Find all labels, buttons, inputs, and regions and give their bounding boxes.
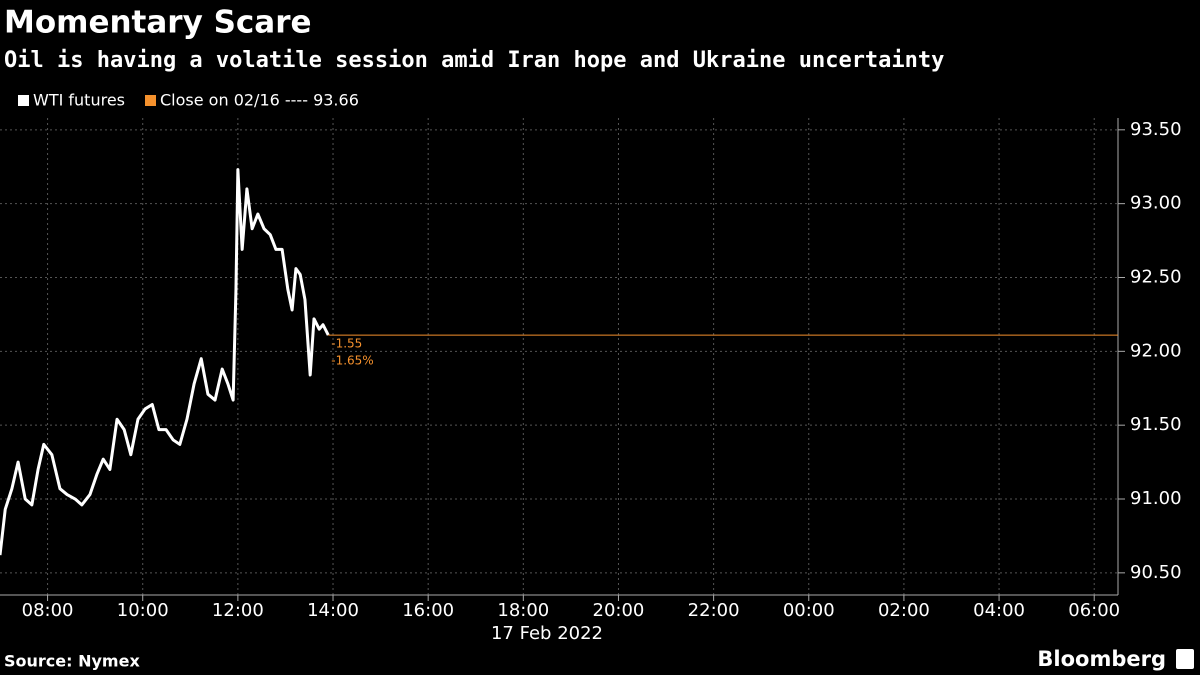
brand: Bloomberg [1037, 647, 1166, 671]
legend-label: WTI futures [33, 91, 125, 110]
x-tick-label: 16:00 [402, 600, 454, 621]
legend-swatch [145, 95, 156, 106]
price-line [0, 168, 330, 556]
x-tick-label: 18:00 [497, 600, 549, 621]
x-tick-label: 20:00 [593, 600, 645, 621]
chart-title: Momentary Scare [4, 5, 312, 41]
source: Source: Nymex [4, 652, 140, 671]
date-label: 17 Feb 2022 [491, 623, 603, 644]
annotation: -1.65% [331, 354, 373, 368]
chart-subtitle: Oil is having a volatile session amid Ir… [4, 48, 944, 73]
x-tick-label: 14:00 [307, 600, 359, 621]
brand-icon [1176, 649, 1194, 669]
y-tick-label: 91.00 [1130, 488, 1182, 509]
x-tick-label: 06:00 [1068, 600, 1120, 621]
annotation: -1.55 [331, 337, 362, 351]
y-tick-label: 92.50 [1130, 266, 1182, 287]
x-tick-label: 02:00 [878, 600, 930, 621]
x-tick-label: 12:00 [212, 600, 264, 621]
legend-swatch [18, 95, 29, 106]
x-tick-label: 08:00 [22, 600, 74, 621]
x-tick-label: 04:00 [973, 600, 1025, 621]
y-tick-label: 91.50 [1130, 414, 1182, 435]
y-tick-label: 93.00 [1130, 193, 1182, 214]
x-tick-label: 00:00 [783, 600, 835, 621]
y-tick-label: 90.50 [1130, 562, 1182, 583]
y-tick-label: 92.00 [1130, 340, 1182, 361]
y-tick-label: 93.50 [1130, 119, 1182, 140]
legend-label: Close on 02/16 ---- 93.66 [160, 91, 359, 110]
x-tick-label: 10:00 [117, 600, 169, 621]
x-tick-label: 22:00 [688, 600, 740, 621]
